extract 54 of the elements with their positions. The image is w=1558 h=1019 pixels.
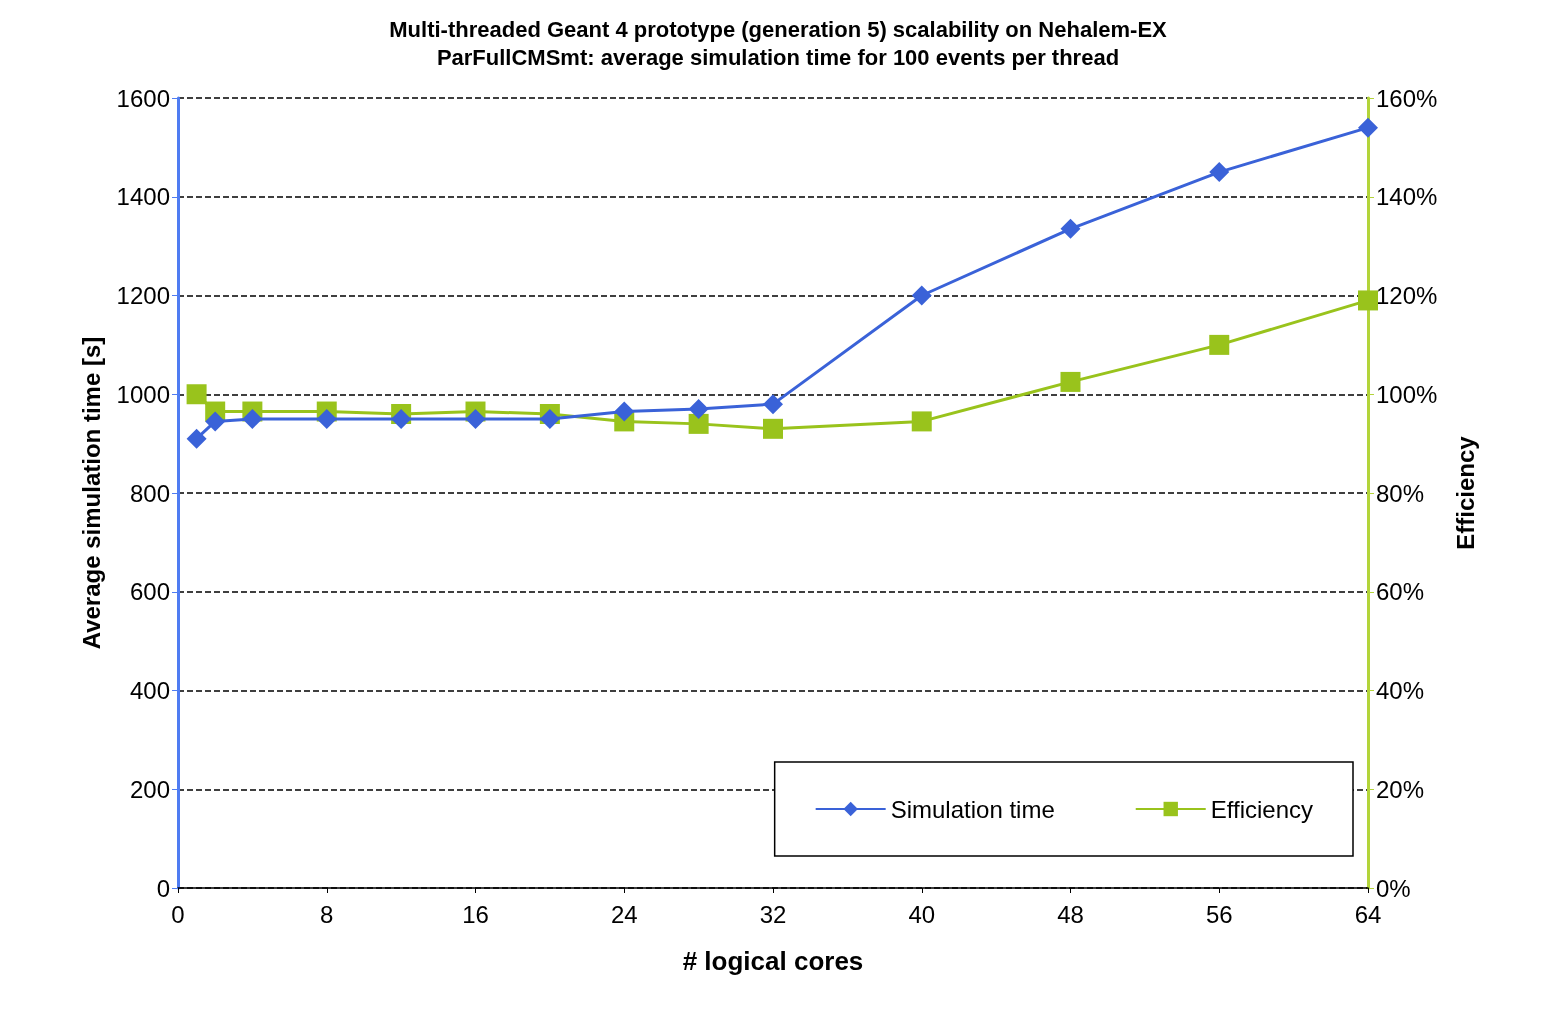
point — [911, 411, 932, 432]
point — [391, 408, 412, 429]
x-tick-label: 8 — [320, 900, 334, 928]
point — [465, 408, 486, 429]
x-axis-title: # logical cores — [682, 946, 864, 976]
x-tick-label: 24 — [610, 900, 638, 928]
point — [316, 408, 337, 429]
point — [186, 384, 207, 405]
point — [763, 418, 783, 439]
x-tick-label: 32 — [759, 900, 787, 928]
y2-axis-title: Efficiency — [1451, 435, 1479, 550]
point — [205, 411, 226, 432]
y-tick-label: 600 — [129, 578, 170, 606]
y-axis-title: Average simulation time [s] — [77, 336, 105, 650]
y-tick-label: 200 — [129, 775, 170, 803]
y-tick-label: 0 — [156, 874, 170, 902]
y-tick-label: 400 — [129, 677, 170, 704]
y2-tick-label: 20% — [1376, 775, 1425, 803]
x-tick-label: 40 — [908, 900, 936, 928]
x-tick-label: 16 — [462, 900, 489, 928]
chart-title: Multi-threaded Geant 4 prototype (generation 5) scalability on Nehalem-EX — [389, 16, 1168, 42]
point — [1060, 371, 1081, 392]
y2-tick-label: 160% — [1376, 84, 1438, 112]
chart-subtitle: ParFullCMSmt: average simulation time for 100 events per thread — [436, 44, 1120, 70]
y-tick-label: 1400 — [116, 183, 170, 211]
x-tick-label: 56 — [1205, 900, 1233, 928]
point — [1358, 117, 1378, 138]
point — [186, 428, 207, 449]
point — [1060, 218, 1081, 239]
point — [911, 285, 932, 306]
y-tick-label: 1600 — [116, 84, 170, 112]
legend-label: Simulation time — [890, 795, 1055, 823]
point — [763, 394, 783, 415]
y-tick-label: 1200 — [116, 282, 170, 309]
y-tick-label: 800 — [129, 479, 170, 507]
y-tick-label: 1000 — [116, 380, 170, 408]
point — [688, 413, 709, 434]
y2-tick-label: 40% — [1376, 677, 1425, 704]
point — [1209, 334, 1230, 355]
point — [688, 399, 709, 420]
point — [539, 408, 560, 429]
y2-tick-label: 120% — [1376, 282, 1438, 309]
point — [1358, 290, 1378, 311]
legend-label: Efficiency — [1210, 795, 1314, 823]
y2-tick-label: 100% — [1376, 380, 1438, 408]
point — [614, 401, 635, 422]
y2-tick-label: 60% — [1376, 578, 1425, 606]
point — [1209, 162, 1230, 183]
y2-tick-label: 140% — [1376, 183, 1438, 211]
x-tick-label: 64 — [1354, 900, 1382, 928]
x-tick-label: 48 — [1057, 900, 1084, 928]
point — [242, 408, 263, 429]
y2-tick-label: 80% — [1376, 479, 1425, 507]
y2-tick-label: 0% — [1376, 874, 1411, 902]
